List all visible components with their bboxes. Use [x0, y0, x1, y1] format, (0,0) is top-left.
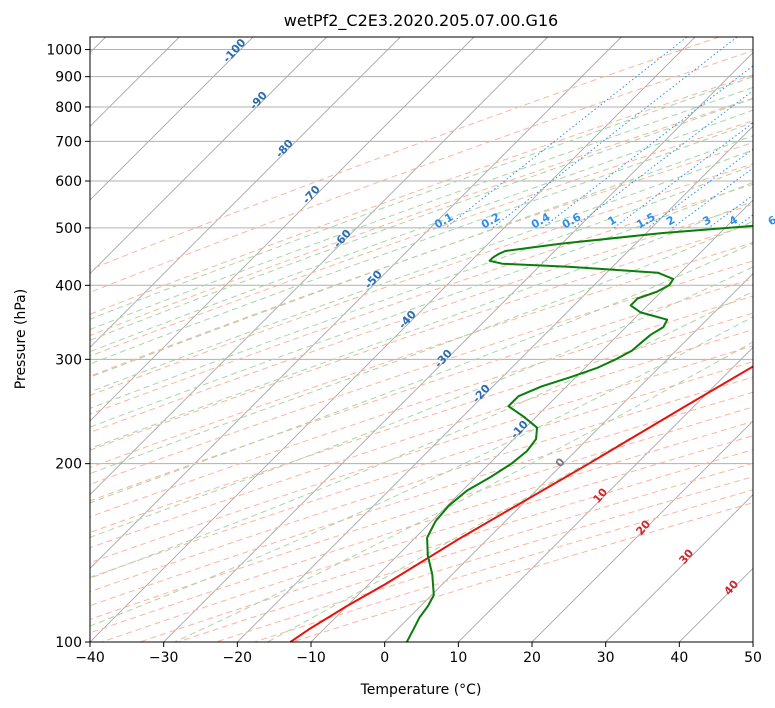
mixing-ratio-label: 1 [606, 213, 619, 228]
moist-adiabat [90, 266, 753, 538]
dry-adiabat [90, 37, 720, 271]
dry-adiabat-label: -90 [247, 89, 270, 113]
moist-adiabat-label: 0 [553, 455, 568, 469]
dry-adiabat [90, 163, 753, 396]
moist-adiabat-label: 10 [590, 485, 610, 505]
dry-adiabat [90, 278, 753, 502]
dry-adiabat-label: -40 [396, 308, 419, 332]
x-tick-label: 50 [744, 650, 762, 666]
isotherm [90, 37, 548, 496]
isotherm [90, 37, 475, 422]
isotherm [679, 567, 753, 642]
moist-adiabat [90, 164, 753, 409]
moist-adiabat [90, 242, 753, 504]
x-axis-label: Temperature (°C) [360, 682, 482, 698]
moist-adiabat [267, 366, 753, 642]
isotherm [605, 494, 753, 642]
isotherm [90, 37, 401, 348]
chart-title: wetPf2_C2E3.2020.205.07.00.G16 [284, 11, 558, 31]
y-axis-label: Pressure (hPa) [13, 289, 29, 389]
dry-adiabat [90, 120, 753, 357]
dry-adiabat [90, 361, 753, 578]
mixing-ratio-line [672, 167, 753, 229]
isotherm [90, 37, 327, 275]
y-tick-label: 600 [55, 174, 82, 190]
axes: −40 −30 −20 −10 0 10 20 30 40 5010009008007006005… [46, 43, 762, 666]
y-tick-label: 700 [55, 134, 82, 150]
moist-adiabat [90, 181, 753, 428]
y-tick-label: 900 [55, 70, 82, 86]
moist-adiabat-label: 20 [633, 517, 653, 537]
isotherm [531, 420, 753, 642]
isotherm [310, 199, 753, 642]
moist-adiabat [90, 76, 753, 320]
moist-adiabat-label: 40 [721, 577, 741, 597]
moist-adiabat [90, 86, 753, 331]
x-tick-label: −40 [75, 650, 105, 666]
x-tick-label: 20 [523, 650, 541, 666]
isotherm [90, 37, 254, 201]
dry-adiabat-label: -80 [273, 137, 296, 161]
dry-adiabat-label: -100 [220, 36, 248, 65]
y-tick-label: 800 [55, 100, 82, 116]
isotherm [163, 52, 753, 642]
moist-adiabat [90, 316, 753, 627]
isotherm [752, 641, 753, 642]
moist-adiabat-label: 30 [676, 546, 696, 566]
y-tick-label: 100 [55, 635, 82, 651]
mixing-ratio-line [445, 37, 688, 229]
x-tick-label: −30 [149, 650, 179, 666]
moist-adiabat [90, 98, 753, 341]
x-tick-label: 40 [670, 650, 688, 666]
moist-adiabat [90, 109, 753, 353]
isotherm [384, 273, 753, 642]
dry-adiabat-label: -30 [432, 347, 455, 371]
mixing-ratio-label: 2 [664, 213, 677, 228]
y-tick-label: 200 [55, 457, 82, 473]
plot-frame [89, 36, 754, 643]
background-lines [90, 37, 753, 642]
dry-adiabat [90, 391, 753, 607]
series-layer [289, 224, 753, 642]
mixing-ratio-line [492, 37, 738, 229]
temperature-profile-line [289, 365, 753, 642]
dry-adiabat [90, 74, 753, 315]
x-tick-label: 10 [449, 650, 467, 666]
x-tick-label: −10 [296, 650, 326, 666]
dry-adiabat [90, 223, 753, 451]
y-tick-label: 300 [55, 352, 82, 368]
mixing-ratio-line [572, 90, 753, 229]
x-tick-label: −20 [223, 650, 253, 666]
dry-adiabat [90, 50, 753, 293]
x-tick-label: 30 [597, 650, 615, 666]
dry-adiabat-label: -60 [331, 227, 354, 251]
dry-adiabat-label: -50 [362, 268, 385, 292]
isotherm [237, 125, 753, 642]
isotherm [90, 37, 622, 569]
mixing-ratio-line [542, 65, 753, 229]
y-tick-label: 400 [55, 278, 82, 294]
dewpoint-profile-line [405, 224, 753, 642]
y-tick-label: 500 [55, 221, 82, 237]
moist-adiabat [90, 200, 753, 450]
dry-adiabat [90, 329, 753, 549]
dry-adiabat [90, 312, 753, 534]
x-tick-label: 0 [380, 650, 389, 666]
mixing-ratio-line [613, 122, 753, 229]
dry-adiabat [90, 260, 753, 485]
isotherm [90, 37, 696, 642]
moist-adiabat [90, 290, 753, 579]
dry-adiabat [90, 97, 753, 337]
mixing-ratio-label: 6 [766, 213, 775, 228]
mixing-ratio-line [734, 214, 753, 229]
y-tick-label: 1000 [46, 43, 82, 59]
dry-adiabat [90, 142, 753, 377]
isotherm [458, 346, 753, 642]
